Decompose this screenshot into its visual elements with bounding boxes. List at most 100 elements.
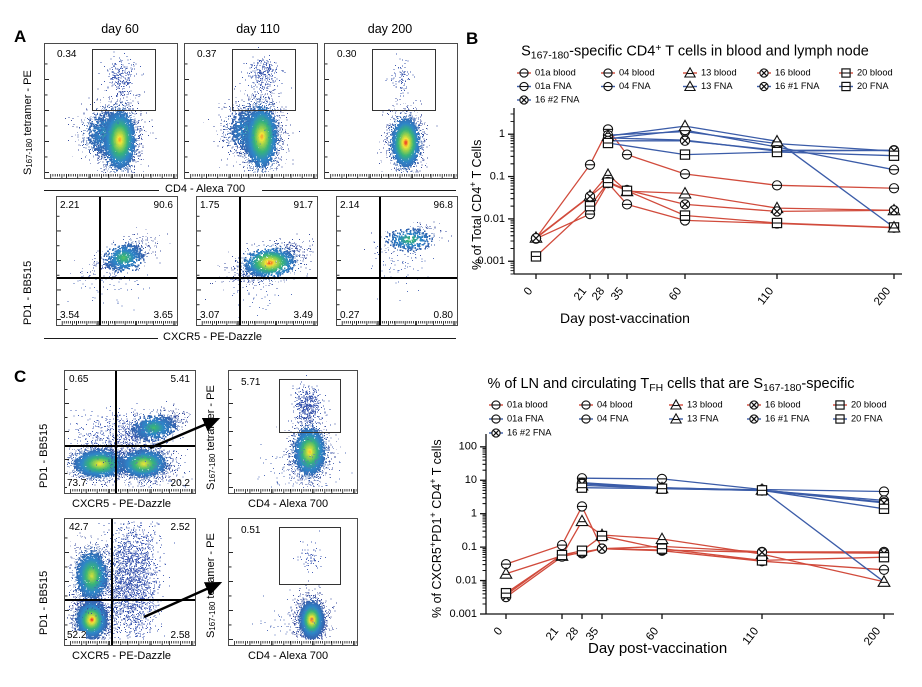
series-line [607,125,895,228]
flow-plot-c-r1-right[interactable]: 0.51 [228,518,358,646]
legend-entry: 20 blood [839,67,893,78]
series-line [607,129,895,171]
flow-plot-a-bot-2[interactable]: 2.14 96.8 0.27 0.80 [336,196,458,326]
quadrant-ul: 0.65 [69,375,88,385]
quadrant-divider-horizontal [65,445,195,447]
legend-entry: 16 #2 FNA [489,427,552,438]
data-marker [584,200,596,212]
data-marker [669,398,683,410]
quadrant-ul: 42.7 [69,523,88,533]
ylabel-main: % of Total CD4 [470,187,484,270]
flow-scatter-c-r0-left [65,389,195,493]
data-marker [888,183,900,194]
panel-c-r0-right-ylabel: S167-180 tetramer - PE [205,378,217,490]
data-marker [878,486,890,497]
flow-plot-a-bot-1[interactable]: 1.75 91.7 3.07 3.49 [196,196,318,326]
chart-c-ylabel: % of CXCR5+PD1+ CD4+ T cells [428,418,444,618]
ylabel-sup3: + [428,479,438,484]
flow-plot-c-r0-left[interactable]: 0.65 5.41 73.7 20.2 [64,370,196,494]
data-marker [530,251,542,262]
flow-plot-a-top-2[interactable]: 0.30 [324,43,458,179]
ylabel-s: S [205,631,217,638]
title-post: -specific [801,376,854,392]
flow-plot-a-top-1[interactable]: 0.37 [184,43,318,179]
quadrant-divider-vertical [99,197,101,325]
data-marker [841,81,851,92]
data-marker [756,547,768,558]
quadrant-ur: 2.52 [171,523,190,533]
flow-plot-a-top-0[interactable]: 0.34 [44,43,178,179]
flow-plot-c-r0-right[interactable]: 5.71 [228,370,358,494]
ylabel-text: PD1 - BB515 [38,378,50,488]
chart-b[interactable]: 0.001 0.01 0.1 1 0 21 28 35 60 110 200 01a blood 04 … [462,62,922,330]
data-marker [491,428,501,438]
legend-entry: 20 FNA [839,81,889,92]
flow-plot-a-bot-0[interactable]: 2.21 90.6 3.54 3.65 [56,196,178,326]
title-post: -specific CD4 [569,43,655,59]
gate-rect [279,379,341,433]
quadrant-divider-horizontal [197,277,317,279]
quadrant-divider-vertical [115,371,117,493]
flow-scatter-c-r1-right [229,530,357,645]
panel-a-col-title-0: day 60 [60,22,180,36]
legend-entry: 01a blood [517,67,576,78]
chart-c[interactable]: 0.001 0.01 0.1 1 10 100 0 21 28 35 60 110 200 01a blo… [424,396,922,662]
panel-c-letter: C [14,368,26,385]
quadrant-ll: 0.27 [340,311,359,321]
ylabel-s: S [205,483,217,490]
panel-c-r1-right-xlabel: CD4 - Alexa 700 [248,650,328,662]
quadrant-ul: 2.21 [60,201,79,211]
legend-entry: 20 FNA [833,413,883,424]
series-line [581,484,885,583]
ylabel-tail: CD4 [430,484,444,512]
legend-entry: 04 FNA [579,413,629,424]
data-marker [519,68,529,78]
data-marker [756,555,768,566]
panel-c-r1-left-ylabel: PD1 - BB515 [38,525,50,635]
ylabel-post: tetramer - PE [22,70,34,138]
panel-a-bot-xaxis-rule-left [44,338,158,340]
data-marker [759,81,769,92]
data-marker [835,400,845,410]
title-pre: % of LN and circulating T [487,376,649,392]
panel-a-col-title-1: day 110 [198,22,318,36]
title-sub: 167-180 [531,50,569,61]
quadrant-ll: 3.54 [60,311,79,321]
data-marker [888,150,900,161]
data-marker [530,233,542,244]
series-line [607,130,895,152]
quadrant-divider-horizontal [337,277,457,279]
title-mid: cells that are S [663,376,763,392]
ylabel-sup2: + [428,512,438,517]
title-tail: T cells in blood and lymph node [661,43,869,59]
gate-percent: 0.51 [241,526,260,536]
panel-a-col-title-2: day 200 [330,22,450,36]
data-marker [888,205,900,216]
data-marker [679,168,691,180]
quadrant-ll: 3.07 [200,311,219,321]
quadrant-divider-horizontal [65,599,195,601]
flow-scatter-a-top-0 [45,51,177,178]
panel-a-bottom-ylabel: PD1 - BB515 [22,200,34,325]
data-marker [556,539,568,551]
series-line [581,487,885,510]
quadrant-lr: 3.65 [154,311,173,321]
panel-c-r1-right-ylabel: S167-180 tetramer - PE [205,526,217,638]
quadrant-divider-vertical [239,197,241,325]
data-marker [603,81,613,92]
data-marker [500,587,512,599]
data-marker [888,164,900,175]
panel-a-top-xaxis-rule-right [262,190,456,192]
legend-entry: 04 blood [579,399,633,410]
ylabel-sub: 167-180 [25,139,34,168]
ylabel-mid: PD1 [430,518,444,542]
flow-plot-c-r1-left[interactable]: 42.7 2.52 52.2 2.58 [64,518,196,646]
gate-rect [279,527,341,585]
legend-entry: 04 FNA [601,81,651,92]
quadrant-ur: 91.7 [294,201,313,211]
data-marker [683,80,697,92]
data-marker [596,543,608,554]
data-marker [499,566,513,579]
legend-entry: 01a FNA [489,413,544,424]
